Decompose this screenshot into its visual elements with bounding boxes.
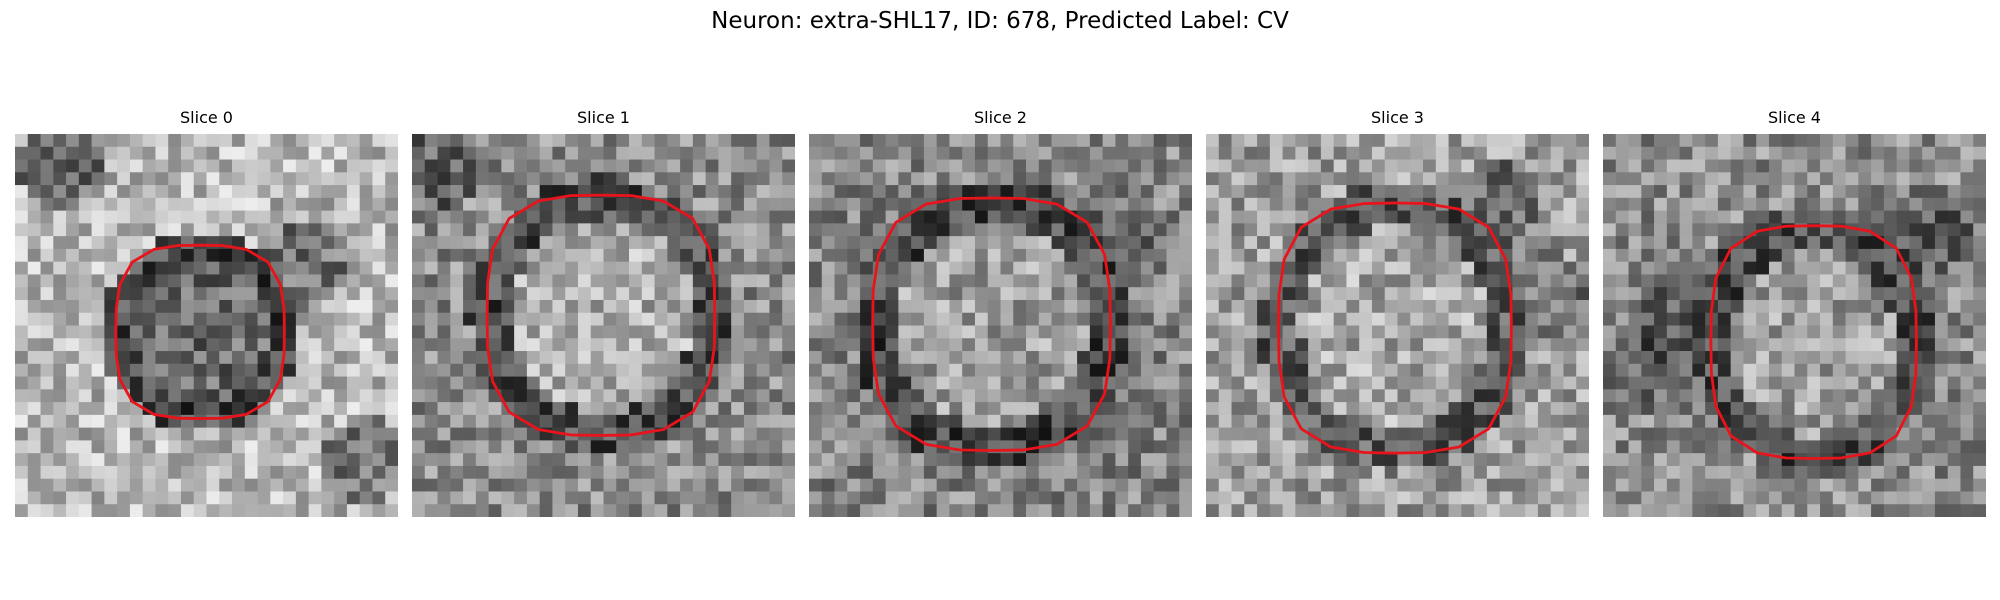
roi-contour bbox=[114, 243, 286, 420]
roi-contour bbox=[485, 193, 717, 437]
slice-image bbox=[1206, 134, 1589, 517]
pixel-grid bbox=[412, 134, 795, 517]
slice-image bbox=[1603, 134, 1986, 517]
roi-contour bbox=[871, 196, 1112, 452]
pixel-grid bbox=[1206, 134, 1589, 517]
pixel-grid bbox=[15, 134, 398, 517]
slice-image bbox=[412, 134, 795, 517]
roi-contour bbox=[1709, 224, 1918, 460]
slice-image bbox=[809, 134, 1192, 517]
slice-title: Slice 2 bbox=[974, 108, 1027, 127]
slice-title: Slice 0 bbox=[180, 108, 233, 127]
slice-title: Slice 3 bbox=[1371, 108, 1424, 127]
slice-title: Slice 1 bbox=[577, 108, 630, 127]
pixel-grid bbox=[809, 134, 1192, 517]
slice-image bbox=[15, 134, 398, 517]
slice-title: Slice 4 bbox=[1768, 108, 1821, 127]
roi-contour bbox=[1277, 201, 1513, 455]
figure-title: Neuron: extra-SHL17, ID: 678, Predicted … bbox=[711, 8, 1289, 34]
